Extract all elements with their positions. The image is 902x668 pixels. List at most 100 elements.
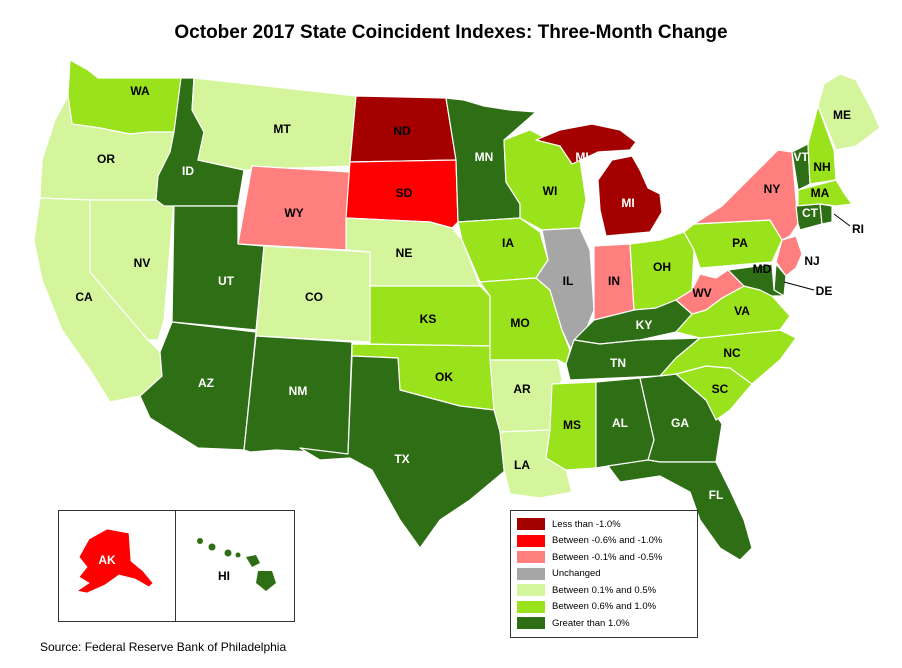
legend-label: Greater than 1.0% (552, 617, 630, 629)
state-FL[interactable] (607, 459, 753, 561)
label-TN: TN (610, 356, 626, 370)
label-VT: VT (793, 150, 809, 164)
legend-label: Between -0.1% and -0.5% (552, 551, 663, 563)
label-VA: VA (734, 304, 750, 318)
legend-item: Greater than 1.0% (517, 615, 691, 632)
source-note: Source: Federal Reserve Bank of Philadel… (40, 640, 287, 654)
label-MS: MS (563, 418, 581, 432)
label-CO: CO (305, 290, 323, 304)
leader-RI (833, 213, 851, 227)
hawaii-shape-group: HI (197, 538, 276, 591)
legend-swatch (517, 567, 545, 580)
label-CA: CA (75, 290, 93, 304)
label-FL: FL (709, 488, 724, 502)
state-NC[interactable] (659, 329, 797, 385)
inset-hawaii: HI (175, 510, 295, 622)
label-MA: MA (811, 186, 830, 200)
label-DE: DE (816, 284, 833, 298)
label-KS: KS (420, 312, 437, 326)
label-MD: MD (753, 262, 772, 276)
label-OH: OH (653, 260, 671, 274)
label-AR: AR (513, 382, 531, 396)
label-WI: WI (543, 184, 558, 198)
label-AK: AK (98, 553, 116, 567)
leader-DE (783, 281, 815, 291)
label-KY: KY (636, 318, 653, 332)
label-MT: MT (273, 122, 291, 136)
legend-item: Unchanged (517, 566, 691, 583)
state-RI[interactable] (819, 203, 833, 225)
legend-label: Between 0.1% and 0.5% (552, 584, 657, 596)
legend-item: Less than -1.0% (517, 516, 691, 533)
label-RI: RI (852, 222, 864, 236)
legend-swatch (517, 551, 545, 564)
state-NJ[interactable] (775, 235, 803, 277)
state-shapes (33, 59, 881, 561)
label-ID: ID (182, 164, 194, 178)
label-ND: ND (393, 124, 411, 138)
label-AL: AL (612, 416, 628, 430)
label-MN: MN (475, 150, 494, 164)
legend-swatch (517, 617, 545, 630)
label-SC: SC (712, 382, 729, 396)
label-NE: NE (396, 246, 413, 260)
inset-alaska: AK (58, 510, 176, 622)
state-NH[interactable] (807, 105, 837, 185)
legend-item: Between 0.6% and 1.0% (517, 599, 691, 616)
legend-item: Between -0.1% and -0.5% (517, 549, 691, 566)
label-OR: OR (97, 152, 115, 166)
label-MO: MO (510, 316, 529, 330)
state-MI-UP[interactable] (535, 123, 637, 165)
page-title: October 2017 State Coincident Indexes: T… (174, 22, 728, 43)
map-legend: Less than -1.0% Between -0.6% and -1.0% … (510, 510, 698, 638)
leader-lines (783, 213, 851, 291)
label-NJ: NJ (804, 254, 819, 268)
label-NM: NM (289, 384, 308, 398)
legend-swatch (517, 600, 545, 613)
legend-swatch (517, 518, 545, 531)
label-NV: NV (134, 256, 151, 270)
legend-swatch (517, 584, 545, 597)
label-WA: WA (130, 84, 150, 98)
state-TX[interactable] (299, 355, 507, 549)
state-labels: WA OR CA NV ID MT WY UT CO AZ NM ND SD N… (75, 84, 864, 502)
label-UT: UT (218, 274, 235, 288)
legend-label: Unchanged (552, 568, 601, 580)
label-TX: TX (394, 452, 409, 466)
label-IL: IL (563, 274, 574, 288)
label-GA: GA (671, 416, 689, 430)
state-WA[interactable] (67, 59, 182, 135)
label-WV: WV (692, 286, 711, 300)
label-WY: WY (284, 206, 303, 220)
label-AZ: AZ (198, 376, 214, 390)
label-IN: IN (608, 274, 620, 288)
legend-label: Less than -1.0% (552, 518, 621, 530)
state-CT[interactable] (795, 203, 823, 231)
label-PA: PA (732, 236, 748, 250)
legend-swatch (517, 534, 545, 547)
state-NM[interactable] (243, 335, 353, 455)
alaska-shape-group: AK (75, 528, 154, 594)
label-OK: OK (435, 370, 453, 384)
label-NY: NY (764, 182, 781, 196)
label-HI: HI (218, 569, 230, 583)
label-ME: ME (833, 108, 851, 122)
legend-item: Between 0.1% and 0.5% (517, 582, 691, 599)
label-IA: IA (502, 236, 514, 250)
label-MI: MI (621, 196, 634, 210)
label-LA: LA (514, 458, 530, 472)
state-MI-LP[interactable] (597, 155, 663, 237)
label-NC: NC (723, 346, 741, 360)
state-AK[interactable] (75, 528, 154, 594)
label-NH: NH (813, 160, 830, 174)
legend-label: Between 0.6% and 1.0% (552, 601, 657, 613)
state-HI[interactable] (197, 538, 276, 591)
state-ME[interactable] (817, 73, 881, 151)
label-MI-UP: MI (575, 150, 588, 164)
label-CT: CT (802, 206, 819, 220)
state-MD[interactable] (727, 263, 785, 297)
label-SD: SD (396, 186, 413, 200)
state-NY[interactable] (693, 149, 799, 241)
state-WV[interactable] (675, 269, 745, 315)
